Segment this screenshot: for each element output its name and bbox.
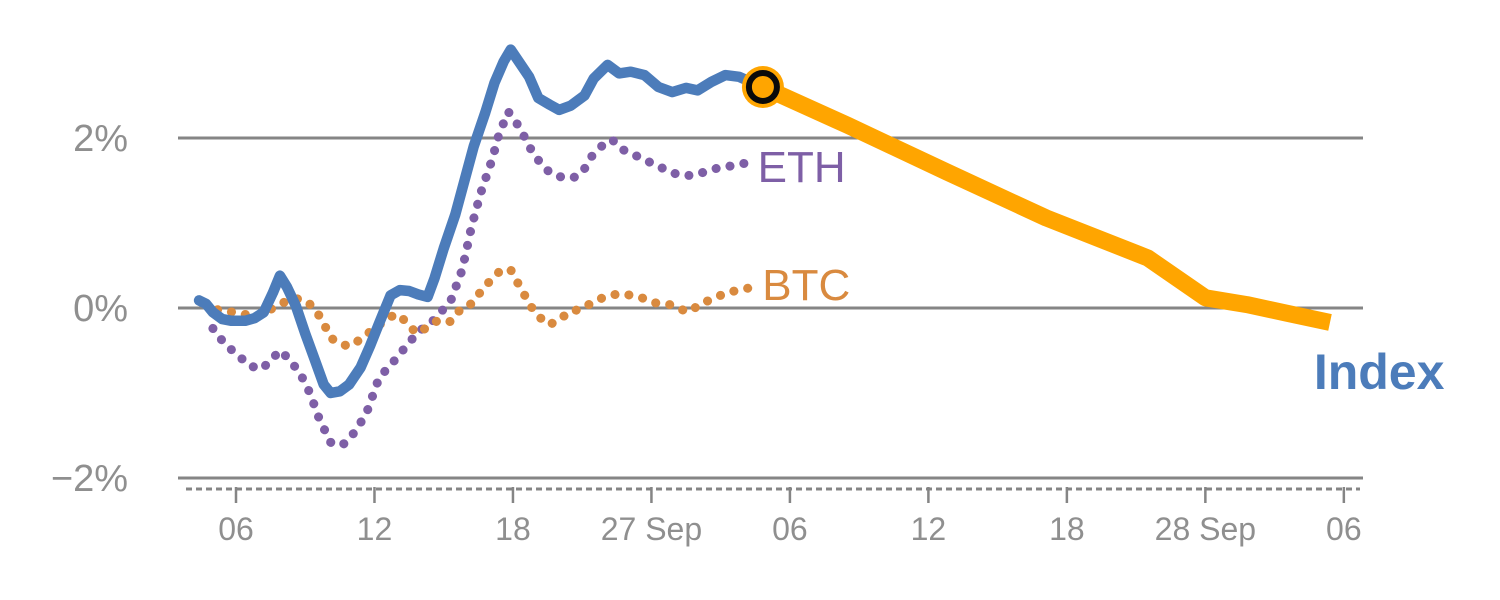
x-tick-label: 06 <box>1326 511 1362 547</box>
y-axis: 2% 0% −2% <box>51 118 128 500</box>
x-tick-label: 27 Sep <box>601 511 702 547</box>
x-tick-label: 18 <box>495 511 531 547</box>
y-tick-label: 2% <box>73 118 128 160</box>
series-line-index <box>193 44 768 399</box>
x-tick-label: 28 Sep <box>1155 511 1256 547</box>
marker-ring-icon <box>745 70 780 104</box>
current-point-marker <box>741 66 784 108</box>
series-line-btc <box>213 265 756 351</box>
series-lines <box>193 44 1332 451</box>
x-tick-label: 06 <box>218 511 254 547</box>
gridlines <box>178 136 1363 480</box>
series-labels: ETH BTC Index <box>758 143 1445 400</box>
series-label-eth: ETH <box>758 143 846 192</box>
x-tick-label: 06 <box>772 511 808 547</box>
x-tick-label: 12 <box>911 511 947 547</box>
x-tick-label: 12 <box>357 511 393 547</box>
y-tick-label: 0% <box>73 288 128 330</box>
y-tick-label: −2% <box>51 458 128 500</box>
x-axis: 06 12 18 27 Sep 06 12 18 28 Sep 06 <box>186 487 1362 547</box>
series-line-eth <box>208 107 753 451</box>
series-label-btc: BTC <box>762 261 850 310</box>
series-label-index: Index <box>1314 344 1445 400</box>
x-tick-label: 18 <box>1049 511 1085 547</box>
series-line-index-forecast <box>759 79 1332 331</box>
